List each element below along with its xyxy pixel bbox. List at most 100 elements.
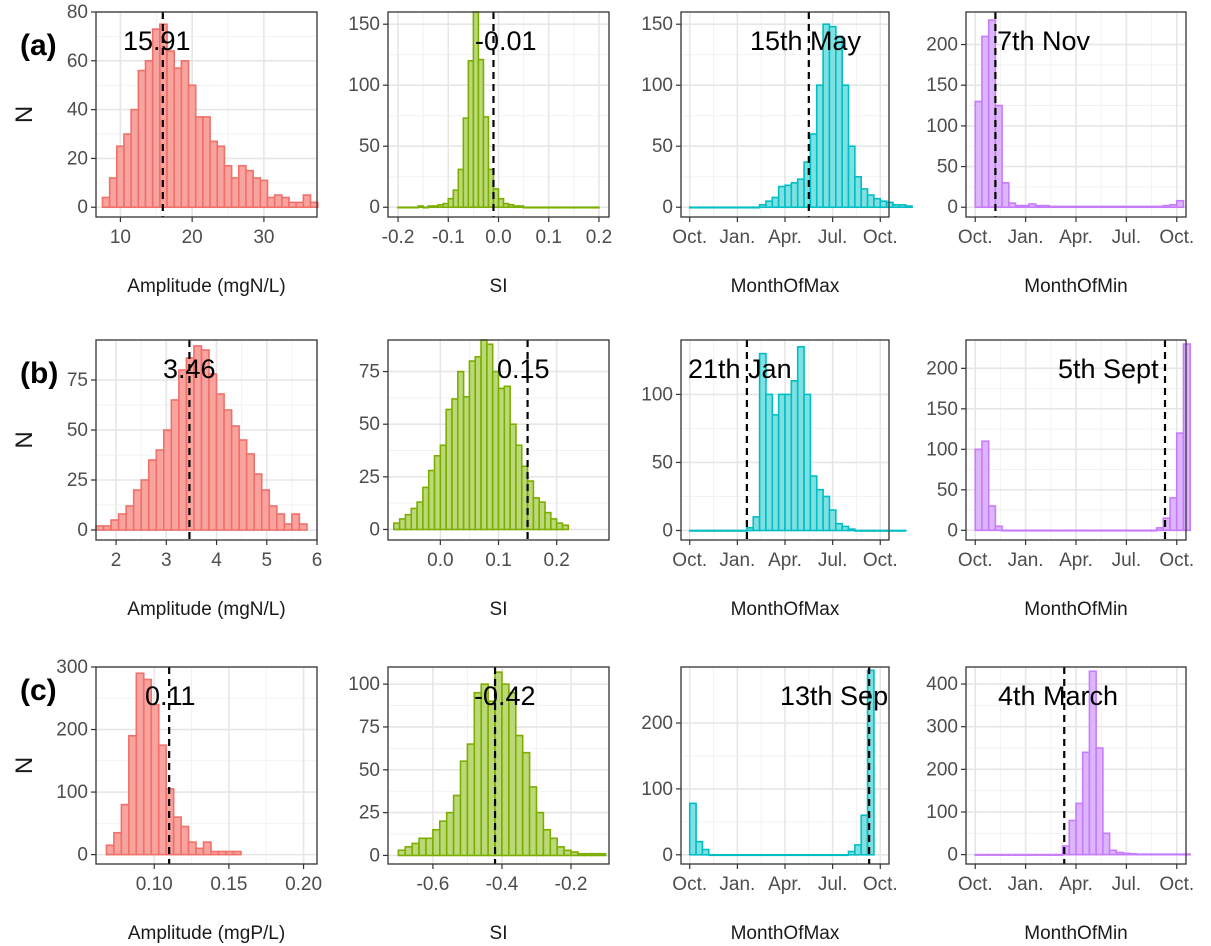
histogram-bar — [538, 501, 546, 531]
histogram-bar — [841, 84, 850, 209]
histogram-bar — [885, 529, 894, 532]
x-tick-label: 0.15 — [210, 874, 247, 895]
histogram-bar — [720, 206, 729, 209]
histogram-bar — [1041, 853, 1050, 856]
histogram-bar — [422, 486, 430, 531]
histogram-bar — [473, 691, 483, 857]
histogram-bar — [771, 414, 780, 532]
x-tick-label: Jul. — [1112, 550, 1142, 571]
histogram-bar — [110, 519, 120, 531]
y-tick-label: 0 — [947, 197, 958, 218]
histogram-panel: 10 20 30 0 20 40 60 80 Amplitude (mgN/L) 15.91 — [67, 2, 319, 297]
histogram-bar — [847, 145, 856, 209]
histogram-bar — [497, 387, 506, 531]
y-tick-label: 100 — [641, 75, 673, 96]
histogram-bar — [123, 133, 132, 209]
histogram-bar — [225, 850, 235, 856]
histogram-bar — [765, 200, 774, 209]
x-tick-label: Apr. — [768, 227, 802, 248]
histogram-bar — [393, 522, 401, 531]
histogram-bar — [95, 525, 105, 531]
histogram-bar — [1075, 205, 1084, 209]
histogram-bar — [503, 385, 511, 531]
histogram-bar — [1135, 529, 1144, 532]
histogram-bar — [796, 853, 805, 857]
histogram-bar — [1142, 205, 1151, 209]
histogram-bar — [784, 184, 793, 209]
histogram-bar — [1135, 205, 1144, 209]
y-tick-label: 75 — [359, 717, 380, 738]
x-tick-label: 20 — [182, 227, 203, 248]
x-tick-label: -0.1 — [432, 227, 465, 248]
histogram-bar — [707, 853, 716, 857]
x-tick-label: 5 — [261, 550, 272, 571]
histogram-bar — [459, 760, 469, 857]
histogram-bar — [223, 164, 233, 209]
histogram-panel: 2 3 4 5 6 0 25 50 75 Amplitude (mgN/L) 3.46 — [67, 339, 323, 620]
histogram-bar — [170, 399, 180, 531]
histogram-bar — [590, 852, 600, 857]
histogram-bar — [1008, 202, 1017, 209]
histogram-panel: -0.6 -0.4 -0.2 0 25 50 75 100 SI -0.42 — [348, 666, 610, 944]
histogram-bar — [1081, 751, 1091, 856]
y-tick-label: 100 — [348, 75, 380, 96]
histogram-bar — [752, 206, 761, 209]
histogram-bar — [892, 529, 901, 532]
histogram-bar — [187, 84, 197, 209]
y-axis-label: N — [11, 106, 38, 123]
histogram-bar — [108, 177, 118, 209]
histogram-bar — [1075, 802, 1084, 856]
x-tick-label: Jul. — [818, 227, 848, 248]
x-tick-label: 6 — [312, 550, 323, 571]
x-tick-label: Oct. — [958, 227, 993, 248]
histogram-bar — [1122, 529, 1131, 532]
x-tick-label: Apr. — [768, 550, 802, 571]
y-tick-label: 60 — [67, 51, 88, 72]
histogram-bar — [790, 380, 799, 532]
histogram-bar — [720, 853, 729, 857]
histogram-bar — [1115, 529, 1124, 532]
histogram-bar — [140, 479, 150, 531]
y-tick-label: 50 — [359, 760, 380, 781]
histogram-bar — [1182, 343, 1191, 532]
histogram-bar — [1088, 205, 1097, 209]
histogram-bar — [309, 201, 319, 209]
histogram-panel: -0.2 -0.1 0.0 0.1 0.2 0 50 100 150 SI -0.01 — [348, 11, 612, 297]
histogram-bar — [739, 206, 748, 209]
histogram-bar — [276, 513, 286, 531]
histogram-bar — [1162, 204, 1171, 209]
y-tick-label: 0 — [662, 845, 673, 866]
histogram-bar — [157, 744, 167, 856]
histogram-bar — [195, 847, 205, 856]
y-tick-label: 75 — [67, 370, 88, 391]
histogram-bar — [701, 206, 710, 209]
histogram-bar — [1008, 529, 1017, 532]
histogram-bar — [733, 206, 742, 209]
y-tick-label: 100 — [641, 384, 673, 405]
histogram-bar — [281, 196, 290, 209]
x-tick-label: Oct. — [863, 874, 898, 895]
histogram-bar — [216, 145, 226, 209]
histogram-panel: Oct. Jan. Apr. Jul. Oct. 0 50 100 MonthOfMax 21th… — [641, 339, 907, 620]
x-tick-label: Oct. — [1159, 227, 1194, 248]
histogram-bar — [1182, 853, 1191, 856]
histogram-bar — [474, 356, 482, 531]
histogram-bar — [987, 505, 997, 532]
histogram-bar — [758, 203, 767, 209]
histogram-bar — [727, 529, 735, 532]
histogram-bar — [1142, 529, 1151, 532]
histogram-bar — [462, 396, 471, 531]
histogram-bar — [1108, 205, 1118, 209]
histogram-bar — [1128, 852, 1138, 856]
x-axis-label: MonthOfMax — [731, 923, 840, 944]
y-tick-label: 0 — [947, 520, 958, 541]
value-annotation: 21th Jan — [688, 354, 792, 384]
histogram-bar — [1021, 204, 1030, 209]
histogram-bar — [746, 206, 755, 209]
histogram-panel: Oct. Jan. Apr. Jul. Oct. 0 100 200 MonthOfMax 13t… — [641, 666, 898, 944]
histogram-bar — [981, 440, 990, 532]
histogram-bar — [854, 844, 863, 856]
histogram-bar — [1149, 853, 1158, 856]
histogram-bar — [438, 820, 448, 857]
histogram-bar — [1149, 205, 1158, 209]
